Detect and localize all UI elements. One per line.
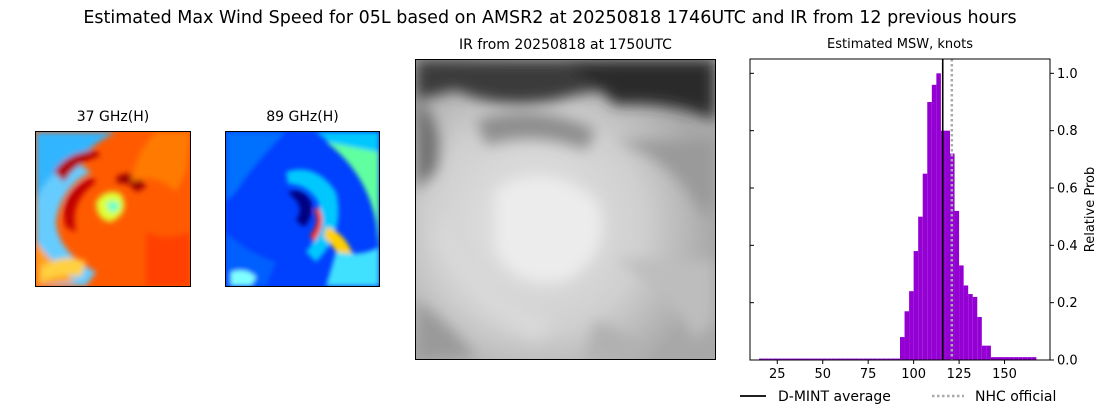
histogram-bar [836, 358, 841, 360]
y-tick-label: 0.2 [1057, 296, 1078, 311]
histogram-bar [800, 358, 805, 360]
y-tick-label: 0.0 [1057, 354, 1078, 369]
histogram-bar [813, 358, 819, 360]
ir-svg [416, 60, 715, 359]
x-tick-label: 25 [769, 367, 786, 382]
histogram-bar [831, 358, 837, 360]
histogram-bar [1004, 357, 1010, 360]
histogram-bar [950, 153, 955, 360]
histogram-bar [931, 84, 937, 361]
histogram-bar [1018, 357, 1023, 360]
histogram-bar [1000, 357, 1005, 360]
x-axis-ticks: 25 50 75 100 125 150 [769, 360, 1017, 382]
histogram-bar [790, 358, 796, 360]
ir-image [415, 59, 716, 360]
y-axis-ticks: 0.0 0.2 0.4 0.6 0.8 1.0 [750, 67, 1078, 369]
ghz89-svg [226, 132, 379, 286]
legend-label: D-MINT average [778, 389, 891, 405]
legend: D-MINT average NHC official [740, 389, 1056, 405]
histogram-bar [822, 358, 828, 360]
ir-title: IR from 20250818 at 1750UTC [459, 37, 672, 53]
histogram-bar [986, 345, 991, 360]
x-tick-label: 50 [814, 367, 831, 382]
histogram-bar [786, 358, 791, 360]
histogram-bar [809, 358, 814, 360]
histogram-bar [763, 358, 769, 360]
histogram-bar [968, 294, 973, 360]
x-tick-label: 100 [901, 367, 926, 382]
histogram-bar [804, 358, 810, 360]
histogram-bar [977, 317, 982, 360]
histogram-bar [913, 251, 919, 360]
plot-frame [749, 58, 1051, 361]
histogram-bar [868, 358, 873, 360]
histogram-bar [759, 358, 764, 360]
histogram-bar [845, 358, 850, 360]
histogram-bar [859, 358, 864, 360]
x-tick-label: 75 [860, 367, 877, 382]
histogram-bar [854, 358, 860, 360]
y-tick-label: 0.4 [1057, 239, 1078, 254]
histogram-bar [1009, 357, 1014, 360]
figure-title: Estimated Max Wind Speed for 05L based o… [83, 8, 1017, 28]
histogram-bar [881, 358, 887, 360]
x-tick-label: 150 [992, 367, 1017, 382]
histogram-bar [772, 358, 778, 360]
reference-lines [941, 59, 954, 360]
histogram-bar [1027, 357, 1032, 360]
histogram-bar [895, 358, 900, 360]
histogram-bar [777, 358, 782, 360]
histogram-bar [818, 358, 823, 360]
x-tick-label: 125 [947, 367, 972, 382]
histogram-bar [990, 357, 996, 360]
histogram-bar [959, 265, 964, 360]
y-tick-label: 0.6 [1057, 182, 1078, 197]
histogram-bar [1031, 357, 1037, 360]
histogram-bars [759, 73, 1037, 361]
histogram-bar [963, 285, 969, 360]
msw-histogram: 25 50 75 100 125 150 0.0 0.2 0.4 0.6 0.8 1.0 Relat… [740, 58, 1098, 405]
histogram-bar [981, 345, 987, 360]
histogram-bar [781, 358, 787, 360]
histogram-bar [936, 73, 941, 360]
y-tick-label: 1.0 [1057, 67, 1078, 82]
histogram-bar [886, 358, 891, 360]
ghz89-title: 89 GHz(H) [266, 109, 339, 125]
histogram-bar [863, 358, 869, 360]
histogram-bar [768, 358, 773, 360]
histogram-bar [1013, 357, 1019, 360]
chart-title: Estimated MSW, knots [827, 37, 973, 52]
histogram-bar [877, 358, 882, 360]
histogram-bar [872, 358, 878, 360]
histogram-bar [945, 130, 950, 360]
ghz37-svg [36, 132, 190, 286]
ghz89-image [225, 131, 380, 287]
histogram-bar [954, 210, 960, 360]
y-axis-label: Relative Prob [1083, 167, 1098, 252]
histogram-bar [890, 358, 896, 360]
histogram-bar [840, 358, 846, 360]
histogram-bar [909, 291, 914, 360]
histogram-bar [995, 357, 1000, 360]
histogram-bar [795, 358, 800, 360]
histogram-bar [904, 311, 910, 360]
histogram-bar [922, 173, 928, 360]
histogram-bar [972, 296, 978, 360]
histogram-bar [900, 337, 905, 360]
histogram-bar [827, 358, 832, 360]
ghz37-image [35, 131, 191, 287]
ghz37-title: 37 GHz(H) [76, 109, 150, 125]
legend-label: NHC official [975, 389, 1056, 405]
histogram-bar [927, 102, 932, 360]
histogram-bar [918, 216, 923, 360]
histogram-bar [850, 358, 855, 360]
y-tick-label: 0.8 [1057, 124, 1078, 139]
histogram-bar [1022, 357, 1028, 360]
